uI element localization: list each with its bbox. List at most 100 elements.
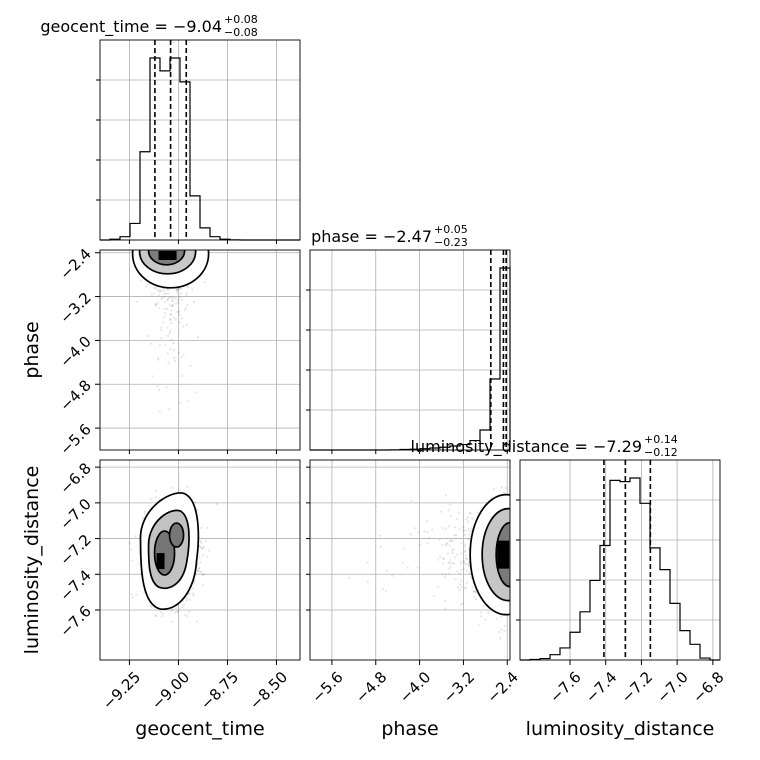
x-tick-label-phase: −4.0 [396,668,434,706]
sample-point [437,585,440,589]
panel-frame-diag-geocent_time [99,39,301,241]
density-level [147,250,186,266]
title-lower-error: −0.23 [434,236,468,249]
sample-point [215,502,218,506]
sample-point [149,498,152,501]
text-layer: −9.25 −9.00 −8.75 −8.50 −5.6 −4.8 −4.0 −3.2 −2.4… [21,13,728,740]
sample-point [449,539,453,542]
sample-point [199,571,202,574]
sample-point [444,599,447,602]
sample-point [454,556,457,559]
sample-point [155,489,158,492]
sample-point [188,592,191,595]
sample-point [167,288,170,291]
sample-point [158,288,161,291]
panel-title-luminosity_distance: luminosity_distance = −7.29 +0.14−0.12 [411,433,678,459]
sample-point [469,512,472,515]
sample-point [446,552,449,555]
sample-point [448,503,451,506]
sample-point [192,594,195,597]
sample-point [158,344,161,347]
sample-point [161,615,164,618]
sample-point [456,553,459,556]
sample-point [157,358,160,361]
sample-point [150,342,153,345]
sample-point [143,512,146,515]
sample-point [447,572,451,575]
sample-point [153,287,156,290]
sample-point [177,310,180,313]
sample-point [168,303,171,306]
sample-point [166,292,170,295]
y-tick-label-luminosity_distance: −7.2 [56,531,94,569]
sample-point [158,290,161,293]
sample-point [426,542,429,545]
sample-point [460,585,463,588]
sample-point [178,296,182,299]
sample-point [150,605,153,608]
sample-point [154,304,157,307]
sample-point [444,528,447,531]
sample-point [167,361,170,364]
sample-point [157,294,160,297]
sample-point [153,292,156,295]
sample-point [464,554,467,557]
title-upper-error: +0.08 [224,13,258,26]
sample-point [202,545,205,549]
sample-point [461,602,464,605]
sample-point [154,615,157,618]
sample-point [463,587,466,590]
sample-point [172,296,175,299]
sample-point [467,520,470,523]
histogram-geocent_time [100,57,300,241]
sample-point [178,488,181,491]
sample-point [467,533,471,536]
sample-point [198,556,201,559]
sample-point [401,561,404,565]
sample-point [444,607,447,610]
sample-point [177,298,180,301]
title-upper-error: +0.05 [434,223,468,236]
sample-point [193,579,196,582]
sample-point [180,298,183,302]
sample-point [457,586,460,589]
sample-point [174,302,178,305]
sample-point [174,611,177,614]
sample-point [182,353,185,356]
sample-point [410,499,413,502]
histogram-phase [310,267,511,451]
sample-point [438,538,441,541]
sample-point [197,336,200,339]
sample-point [374,505,378,508]
sample-point [176,610,179,613]
x-axis-label-phase: phase [381,718,438,740]
y-tick-label-phase: −2.4 [56,245,94,283]
sample-point [449,559,452,562]
sample-point [458,589,461,592]
sample-point [432,595,435,598]
sample-point [446,543,449,546]
sample-point [471,586,474,589]
sample-point [448,539,452,543]
sample-point [182,325,185,328]
panel-title-geocent_time: geocent_time = −9.04 +0.08−0.08 [40,13,257,39]
sample-point [169,318,172,321]
sample-point [391,574,394,577]
y-axis-label-luminosity_distance: luminosity_distance [21,466,43,655]
panel-frame-pair [99,459,301,661]
sample-point [166,288,169,291]
sample-point [173,357,176,360]
sample-point [185,323,188,327]
sample-point [460,560,463,563]
sample-point [163,316,166,319]
sample-point [414,527,417,530]
x-tick-label-phase: −5.6 [308,668,346,706]
sample-point [170,486,173,489]
sample-point [197,567,200,570]
sample-point [189,365,192,368]
sample-point [500,486,503,489]
density-peak [497,540,510,569]
sample-point [464,549,467,552]
sample-point [465,557,468,561]
sample-point [193,501,197,504]
